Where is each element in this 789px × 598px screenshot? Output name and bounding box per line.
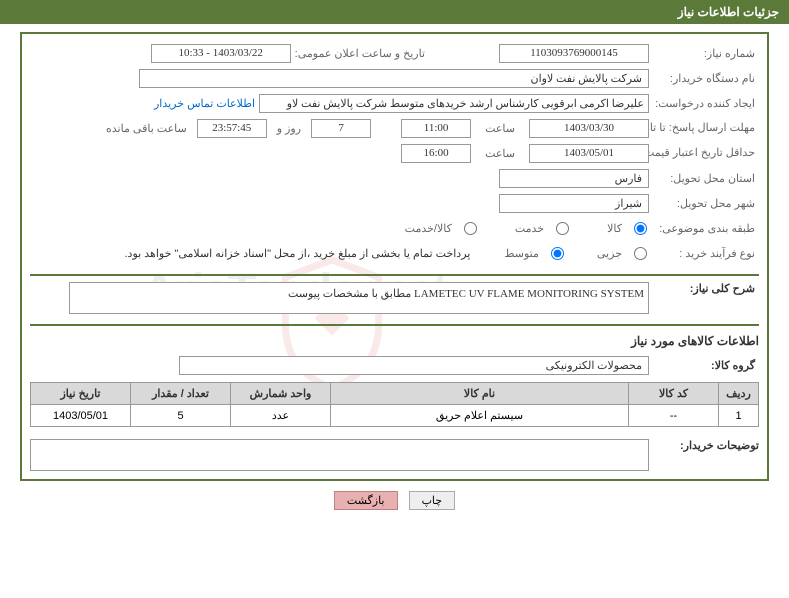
remaining-label: ساعت باقی مانده: [102, 122, 191, 135]
delivery-province-field: [499, 169, 649, 188]
th-code: کد کالا: [629, 383, 719, 405]
category-radio-group: کالا خدمت کالا/خدمت: [401, 222, 649, 235]
goods-group-label: گروه کالا:: [649, 359, 759, 372]
row-price-validity: حداقل تاریخ اعتبار قیمت: تا تاریخ: ساعت: [30, 142, 759, 164]
row-category: طبقه بندی موضوعی: کالا خدمت کالا/خدمت: [30, 217, 759, 239]
cell-code: --: [629, 405, 719, 427]
price-validity-date-field: [529, 144, 649, 163]
action-buttons: چاپ بازگشت: [0, 491, 789, 510]
announce-date-field: [151, 44, 291, 63]
goods-info-title: اطلاعات کالاهای مورد نیاز: [30, 334, 759, 348]
row-delivery-city: شهر محل تحویل:: [30, 192, 759, 214]
buyer-notes-section: توضیحات خریدار:: [30, 439, 759, 471]
response-time-field: [401, 119, 471, 138]
buyer-org-field: [139, 69, 649, 88]
radio-service-label: خدمت: [511, 222, 548, 235]
radio-goods-label: کالا: [603, 222, 626, 235]
cell-name: سیستم اعلام حریق: [331, 405, 629, 427]
response-date-field: [529, 119, 649, 138]
cell-qty: 5: [131, 405, 231, 427]
radio-medium[interactable]: [551, 247, 564, 260]
buyer-org-label: نام دستگاه خریدار:: [649, 72, 759, 85]
buyer-contact-link[interactable]: اطلاعات تماس خریدار: [154, 97, 255, 110]
radio-goods-service-label: کالا/خدمت: [401, 222, 456, 235]
days-and-label: روز و: [273, 122, 305, 135]
cell-unit: عدد: [231, 405, 331, 427]
goods-group-field: [179, 356, 649, 375]
need-desc-field: [69, 282, 649, 314]
row-goods-group: گروه کالا:: [30, 354, 759, 376]
need-number-field: [499, 44, 649, 63]
announce-date-label: تاریخ و ساعت اعلان عمومی:: [291, 47, 429, 60]
price-validity-label: حداقل تاریخ اعتبار قیمت: تا تاریخ:: [649, 147, 759, 159]
th-date: تاریخ نیاز: [31, 383, 131, 405]
main-container: AriaTender.net شماره نیاز: تاریخ و ساعت …: [20, 32, 769, 481]
row-delivery-province: استان محل تحویل:: [30, 167, 759, 189]
th-unit: واحد شمارش: [231, 383, 331, 405]
buyer-notes-label: توضیحات خریدار:: [649, 439, 759, 471]
divider-1: [30, 274, 759, 276]
th-name: نام کالا: [331, 383, 629, 405]
delivery-province-label: استان محل تحویل:: [649, 172, 759, 185]
process-radio-group: جزیی متوسط: [500, 247, 649, 260]
print-button[interactable]: چاپ: [409, 491, 456, 510]
delivery-city-label: شهر محل تحویل:: [649, 197, 759, 210]
radio-goods[interactable]: [634, 222, 647, 235]
row-process-type: نوع فرآیند خرید : جزیی متوسط پرداخت تمام…: [30, 242, 759, 264]
row-response-deadline: مهلت ارسال پاسخ: تا تاریخ: ساعت روز و سا…: [30, 117, 759, 139]
row-need-number: شماره نیاز: تاریخ و ساعت اعلان عمومی:: [30, 42, 759, 64]
goods-table: ردیف کد کالا نام کالا واحد شمارش تعداد /…: [30, 382, 759, 427]
radio-medium-label: متوسط: [500, 247, 543, 260]
buyer-notes-box: [30, 439, 649, 471]
process-type-label: نوع فرآیند خرید :: [649, 247, 759, 260]
radio-goods-service[interactable]: [464, 222, 477, 235]
table-row: 1 -- سیستم اعلام حریق عدد 5 1403/05/01: [31, 405, 759, 427]
days-field: [311, 119, 371, 138]
page-title: جزئیات اطلاعات نیاز: [678, 5, 779, 19]
cell-date: 1403/05/01: [31, 405, 131, 427]
price-validity-time-field: [401, 144, 471, 163]
page-header: جزئیات اطلاعات نیاز: [0, 0, 789, 24]
requester-field: [259, 94, 649, 113]
th-row: ردیف: [719, 383, 759, 405]
category-label: طبقه بندی موضوعی:: [649, 222, 759, 235]
back-button[interactable]: بازگشت: [334, 491, 398, 510]
row-requester: ایجاد کننده درخواست: اطلاعات تماس خریدار: [30, 92, 759, 114]
radio-service[interactable]: [556, 222, 569, 235]
need-number-label: شماره نیاز:: [649, 47, 759, 60]
requester-label: ایجاد کننده درخواست:: [649, 97, 759, 110]
table-header-row: ردیف کد کالا نام کالا واحد شمارش تعداد /…: [31, 383, 759, 405]
need-desc-label: شرح کلی نیاز:: [649, 282, 759, 295]
th-qty: تعداد / مقدار: [131, 383, 231, 405]
cell-row: 1: [719, 405, 759, 427]
price-validity-time-label: ساعت: [481, 147, 519, 160]
row-need-desc: شرح کلی نیاز:: [30, 282, 759, 314]
response-time-label: ساعت: [481, 122, 519, 135]
delivery-city-field: [499, 194, 649, 213]
radio-partial[interactable]: [634, 247, 647, 260]
treasury-note: پرداخت تمام یا بخشی از مبلغ خرید ،از محل…: [125, 247, 471, 260]
response-deadline-label: مهلت ارسال پاسخ: تا تاریخ:: [649, 122, 759, 134]
row-buyer-org: نام دستگاه خریدار:: [30, 67, 759, 89]
radio-partial-label: جزیی: [593, 247, 626, 260]
divider-2: [30, 324, 759, 326]
countdown-field: [197, 119, 267, 138]
